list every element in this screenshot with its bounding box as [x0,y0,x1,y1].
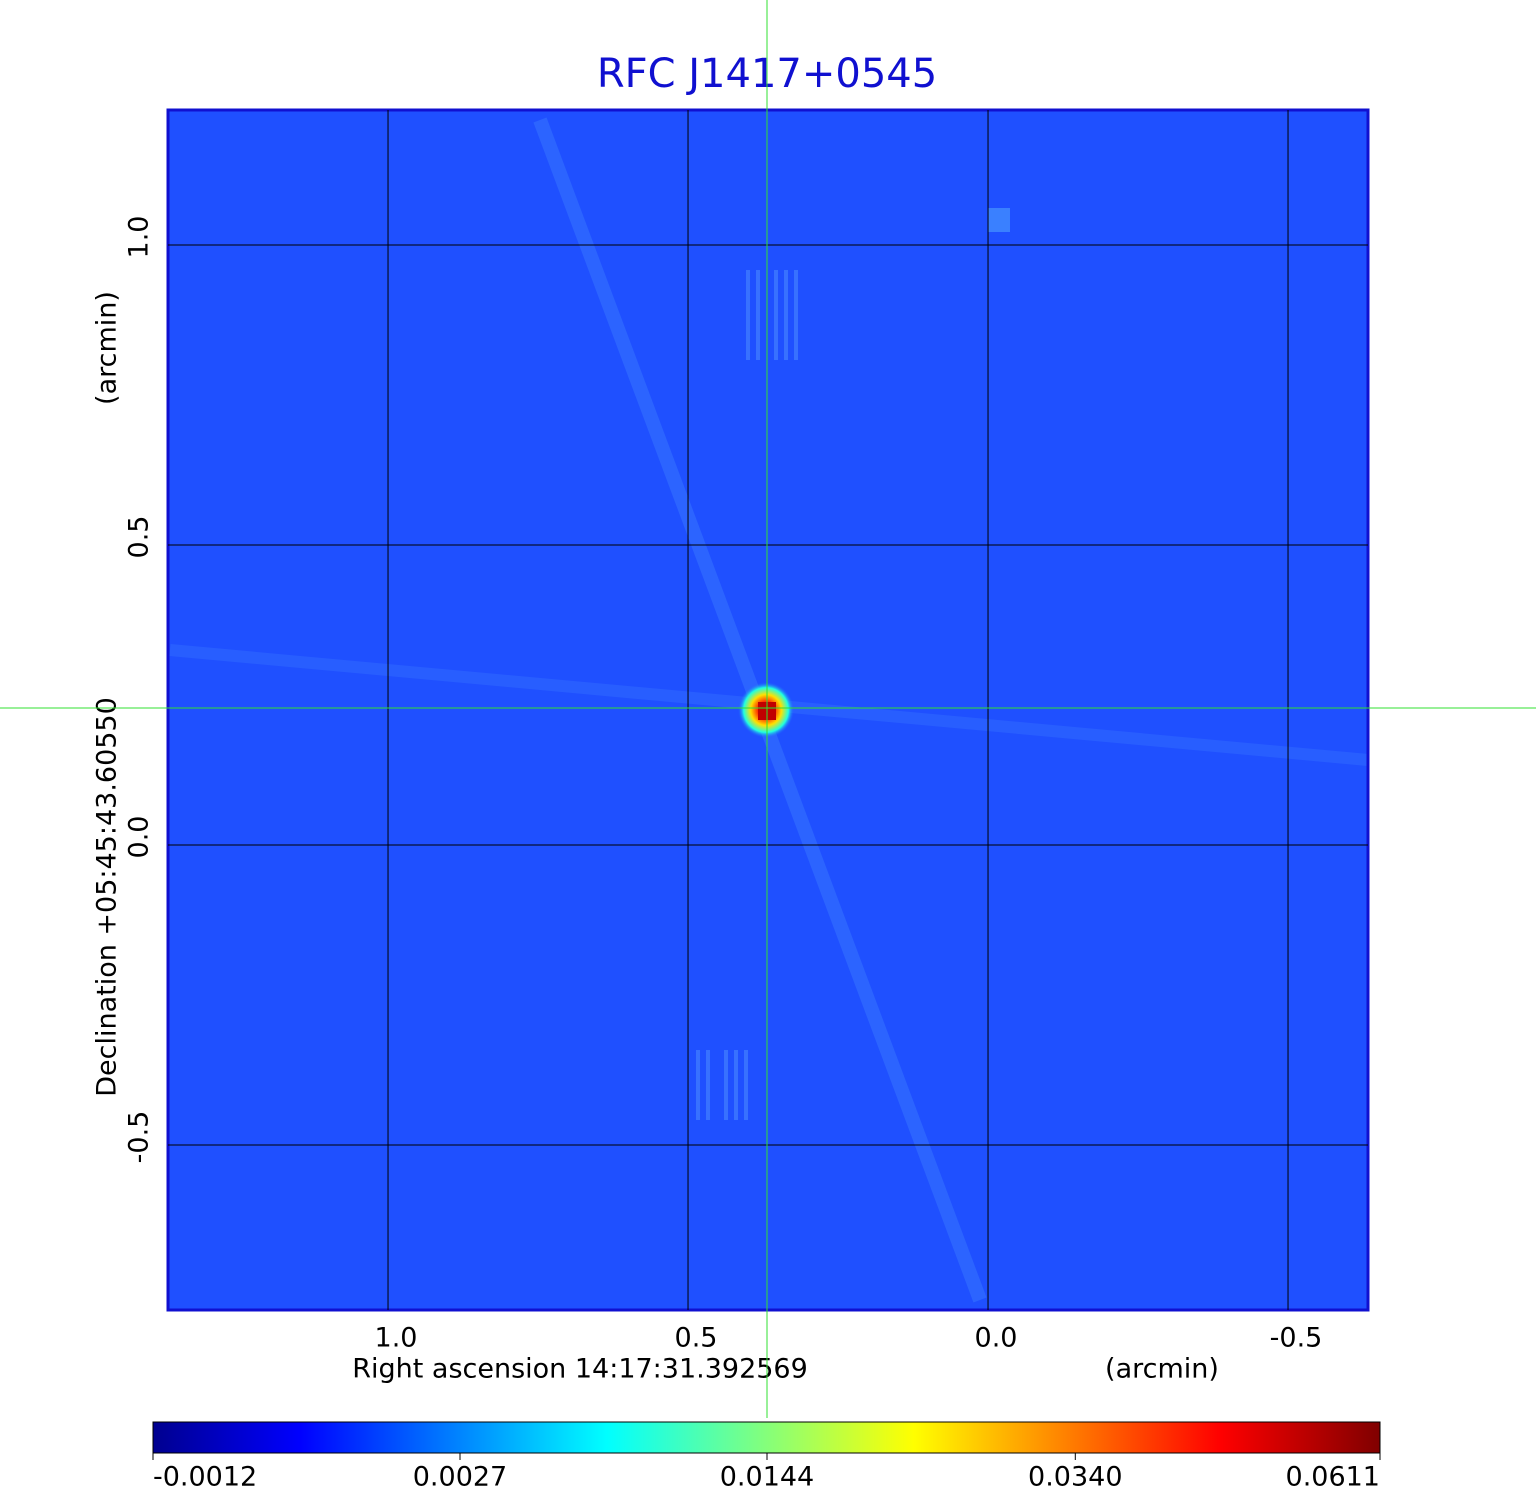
y-tick-label: 0.5 [124,516,155,559]
colorbar-tick-label: 0.0027 [413,1462,507,1493]
colorbar-tick-label: -0.0012 [153,1462,257,1493]
y-tick-label: 1.0 [124,216,155,259]
y-axis-unit: (arcmin) [92,291,123,405]
x-tick-label: 1.0 [375,1323,418,1354]
y-axis-label: Declination +05:45:43.60550 [92,697,123,1097]
x-axis-label: Right ascension 14:17:31.392569 [352,1354,808,1385]
x-tick-label: 0.0 [975,1323,1018,1354]
plot-frame [166,108,1370,1312]
plot-area [166,108,1370,1312]
x-tick-label: 0.5 [675,1323,718,1354]
y-tick-label: 0.0 [124,816,155,859]
x-axis-unit: (arcmin) [1105,1354,1219,1385]
y-tick-label: -0.5 [124,1111,155,1164]
bright-spot [988,208,1010,232]
colorbar [152,1421,1381,1454]
colorbar-tick-label: 0.0144 [720,1462,814,1493]
x-tick-label: -0.5 [1270,1323,1323,1354]
colorbar-tick-label: 0.0611 [1286,1462,1380,1493]
colorbar-tick-label: 0.0340 [1028,1462,1122,1493]
